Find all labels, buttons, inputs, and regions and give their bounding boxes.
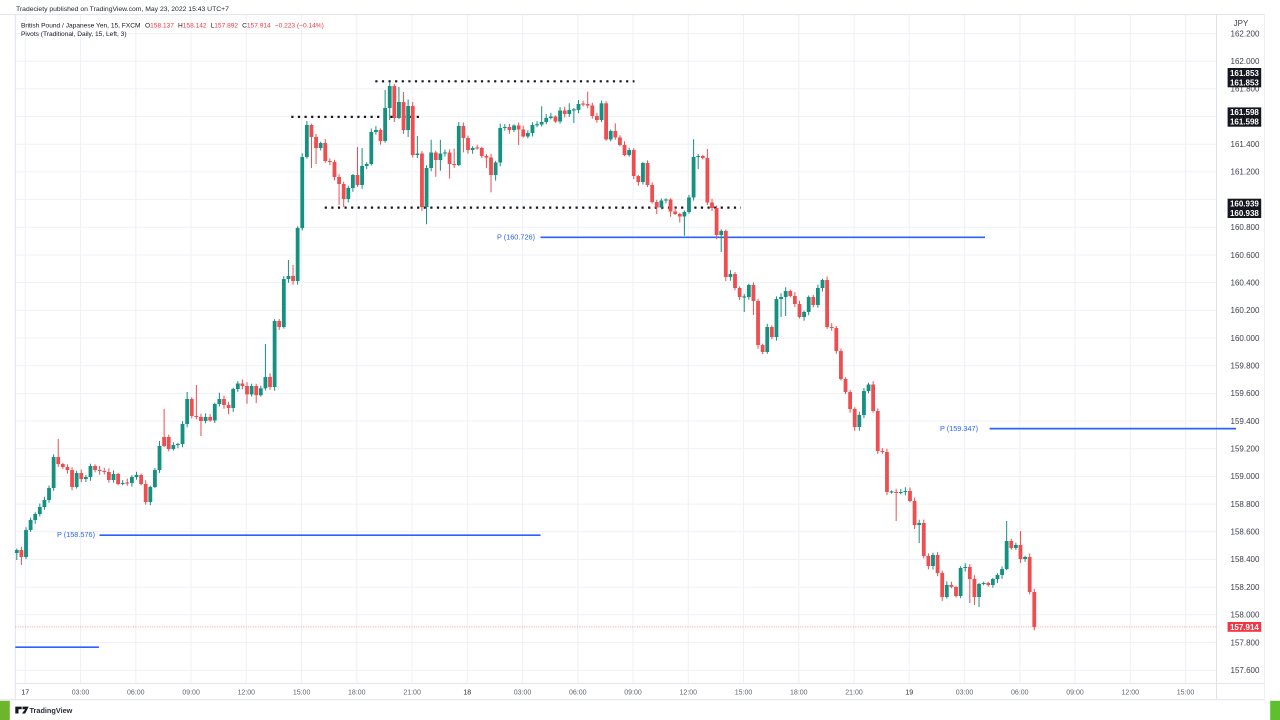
svg-text:15:00: 15:00 — [735, 690, 753, 697]
svg-text:06:00: 06:00 — [569, 690, 587, 697]
svg-text:18:00: 18:00 — [790, 690, 808, 697]
svg-text:160.939: 160.939 — [1230, 200, 1259, 209]
svg-text:06:00: 06:00 — [1011, 690, 1029, 697]
svg-text:159.400: 159.400 — [1231, 417, 1260, 426]
svg-text:161.400: 161.400 — [1231, 140, 1260, 149]
svg-text:159.800: 159.800 — [1231, 362, 1260, 371]
svg-text:160.800: 160.800 — [1231, 223, 1260, 232]
svg-text:161.853: 161.853 — [1230, 78, 1259, 87]
svg-text:161.800: 161.800 — [1231, 85, 1260, 94]
svg-text:158.000: 158.000 — [1231, 611, 1260, 620]
svg-text:Tradeciety published on Tradin: Tradeciety published on TradingView.com,… — [16, 6, 229, 13]
svg-text:160.000: 160.000 — [1231, 334, 1260, 343]
svg-text:P (159.347): P (159.347) — [940, 424, 978, 433]
svg-text:03:00: 03:00 — [514, 690, 532, 697]
svg-text:161.598: 161.598 — [1230, 108, 1259, 117]
svg-text:09:00: 09:00 — [1066, 690, 1084, 697]
svg-text:161.853: 161.853 — [1230, 69, 1259, 78]
svg-text:159.000: 159.000 — [1231, 472, 1260, 481]
svg-text:161.200: 161.200 — [1231, 168, 1260, 177]
svg-text:British Pound / Japanese Yen,: British Pound / Japanese Yen, 15, FXCM O1… — [21, 23, 324, 30]
svg-text:158.600: 158.600 — [1231, 528, 1260, 537]
svg-text:12:00: 12:00 — [1122, 690, 1140, 697]
svg-text:160.400: 160.400 — [1231, 278, 1260, 287]
svg-text:P (160.726): P (160.726) — [497, 233, 535, 242]
svg-text:17: 17 — [21, 690, 29, 697]
svg-text:162.200: 162.200 — [1231, 29, 1260, 38]
svg-text:161.598: 161.598 — [1230, 118, 1259, 127]
svg-text:12:00: 12:00 — [238, 690, 256, 697]
svg-text:09:00: 09:00 — [624, 690, 642, 697]
svg-text:P (158.576): P (158.576) — [57, 530, 95, 539]
svg-text:21:00: 21:00 — [403, 690, 421, 697]
svg-text:158.800: 158.800 — [1231, 500, 1260, 509]
svg-text:15:00: 15:00 — [1177, 690, 1195, 697]
svg-text:160.200: 160.200 — [1231, 306, 1260, 315]
svg-text:12:00: 12:00 — [680, 690, 698, 697]
svg-text:157.914: 157.914 — [1230, 623, 1259, 632]
svg-text:15:00: 15:00 — [293, 690, 311, 697]
svg-text:159.600: 159.600 — [1231, 389, 1260, 398]
svg-text:03:00: 03:00 — [956, 690, 974, 697]
svg-text:JPY: JPY — [1234, 19, 1249, 28]
svg-text:162.000: 162.000 — [1231, 57, 1260, 66]
svg-text:19: 19 — [905, 690, 913, 697]
svg-text:157.800: 157.800 — [1231, 638, 1260, 647]
svg-text:TradingView: TradingView — [30, 706, 73, 715]
svg-text:03:00: 03:00 — [72, 690, 90, 697]
svg-text:18:00: 18:00 — [348, 690, 366, 697]
svg-text:160.600: 160.600 — [1231, 251, 1260, 260]
svg-text:159.200: 159.200 — [1231, 445, 1260, 454]
svg-text:09:00: 09:00 — [182, 690, 200, 697]
svg-text:160.938: 160.938 — [1230, 209, 1259, 218]
svg-text:158.200: 158.200 — [1231, 583, 1260, 592]
svg-text:06:00: 06:00 — [127, 690, 145, 697]
svg-text:18: 18 — [463, 690, 471, 697]
svg-text:21:00: 21:00 — [845, 690, 863, 697]
svg-text:158.400: 158.400 — [1231, 555, 1260, 564]
svg-text:157.600: 157.600 — [1231, 666, 1260, 675]
svg-text:Pivots (Traditional, Daily, 15: Pivots (Traditional, Daily, 15, Left, 3) — [21, 31, 127, 38]
